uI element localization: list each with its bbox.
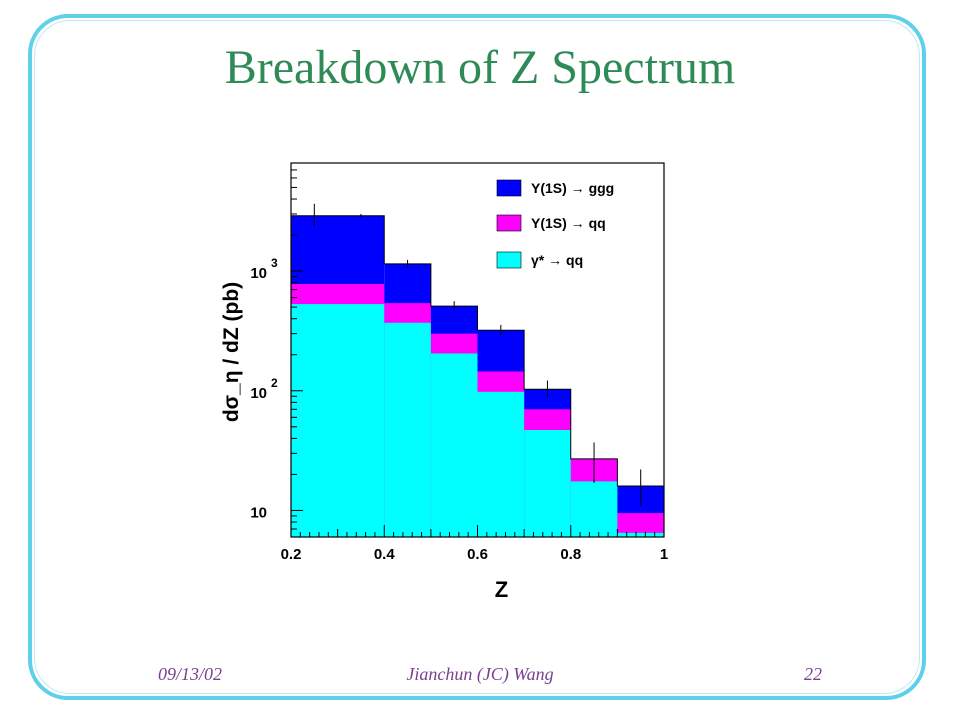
x-tick-label: 1 — [660, 546, 668, 563]
legend-label-0: Υ(1S) → ggg — [531, 180, 614, 196]
y-tick-exponent: 2 — [271, 376, 278, 390]
slide-frame — [28, 14, 926, 700]
footer-page-number: 22 — [804, 664, 822, 684]
x-tick-label: 0.6 — [467, 546, 488, 563]
legend-swatch-2 — [496, 251, 522, 269]
x-tick-label: 0.2 — [281, 546, 302, 563]
bar-0-bin-0 — [291, 304, 385, 537]
x-tick-label: 0.8 — [560, 546, 581, 563]
slide-title: Breakdown of Z Spectrum — [224, 41, 736, 94]
bar-0-bin-2 — [430, 353, 478, 537]
y-tick-exponent: 3 — [271, 256, 278, 270]
legend-label-1: Υ(1S) → qq — [531, 215, 606, 231]
bar-0-bin-3 — [477, 391, 525, 537]
legend-swatch-1 — [496, 214, 522, 232]
y-axis-label: dσ_η / dZ (pb) — [220, 282, 243, 422]
y-tick-label: 10 — [250, 504, 267, 521]
x-tick-label: 0.4 — [374, 546, 396, 563]
bar-0-bin-1 — [384, 322, 431, 537]
bar-1-bin-6 — [617, 513, 664, 537]
footer-date: 09/13/02 — [158, 664, 223, 684]
y-tick-label: 10 — [250, 385, 267, 402]
legend-label-2: γ* → qq — [531, 252, 583, 268]
legend-swatch-0 — [496, 179, 522, 197]
bar-0-bin-6 — [617, 532, 664, 537]
slide-frame-inner — [34, 20, 920, 694]
x-axis-label: Z — [495, 577, 508, 602]
bar-0-bin-4 — [524, 430, 571, 537]
y-tick-label: 10 — [250, 265, 267, 282]
footer-author: Jianchun (JC) Wang — [406, 664, 554, 684]
bar-0-bin-5 — [570, 481, 618, 537]
